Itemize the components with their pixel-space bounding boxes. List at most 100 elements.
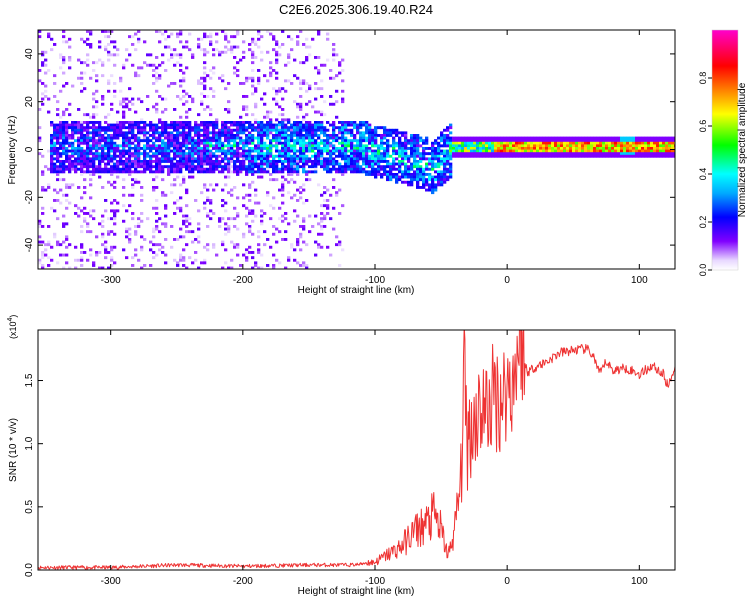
heatmap-cell — [491, 136, 495, 140]
heatmap-cell — [137, 217, 141, 221]
heatmap-cell — [107, 230, 111, 234]
heatmap-cell — [203, 108, 207, 111]
heatmap-cell — [308, 139, 312, 143]
heatmap-cell — [173, 183, 177, 187]
heatmap-cell — [74, 123, 78, 127]
heatmap-cell — [251, 50, 255, 54]
heatmap-cell — [281, 144, 285, 148]
heatmap-cell — [671, 141, 675, 145]
heatmap-cell — [248, 123, 252, 127]
heatmap-cell — [272, 69, 276, 72]
heatmap-cell — [89, 76, 93, 80]
heatmap-cell — [350, 167, 354, 171]
heatmap-cell — [332, 126, 336, 130]
heatmap-cell — [305, 121, 309, 124]
heatmap-cell — [605, 136, 609, 140]
heatmap-cell — [416, 149, 420, 153]
heatmap-cell — [65, 193, 69, 197]
heatmap-cell — [521, 149, 525, 153]
heatmap-cell — [113, 186, 117, 189]
heatmap-cell — [56, 108, 60, 111]
heatmap-cell — [182, 258, 186, 262]
heatmap-cell — [101, 160, 105, 163]
heatmap-cell — [347, 131, 351, 135]
heatmap-cell — [161, 149, 165, 153]
heatmap-cell — [101, 219, 105, 223]
heatmap-cell — [359, 136, 363, 140]
heatmap-cell — [380, 167, 384, 171]
heatmap-cell — [269, 74, 273, 78]
heatmap-cell — [260, 162, 264, 166]
heatmap-cell — [200, 92, 204, 96]
heatmap-cell — [203, 152, 207, 156]
heatmap-cell — [89, 157, 93, 161]
heatmap-cell — [503, 147, 507, 150]
colorbar-tick-label: 0.4 — [698, 168, 708, 181]
heatmap-cell — [62, 149, 66, 153]
heatmap-cell — [287, 152, 291, 156]
heatmap-cell — [209, 144, 213, 148]
heatmap-cell — [506, 136, 510, 140]
heatmap-cell — [257, 139, 261, 143]
heatmap-cell — [119, 100, 123, 104]
heatmap-cell — [275, 50, 279, 54]
heatmap-cell — [98, 139, 102, 143]
heatmap-cell — [68, 167, 72, 171]
heatmap-cell — [179, 53, 183, 57]
heatmap-cell — [95, 251, 99, 254]
heatmap-cell — [98, 131, 102, 135]
heatmap-cell — [332, 206, 336, 210]
heatmap-cell — [236, 141, 240, 145]
heatmap-cell — [179, 235, 183, 239]
heatmap-cell — [170, 191, 174, 195]
heatmap-cell — [164, 121, 168, 124]
heatmap-cell — [263, 212, 267, 215]
heatmap-cell — [194, 167, 198, 171]
heatmap-cell — [296, 170, 300, 174]
heatmap-cell — [161, 123, 165, 127]
heatmap-cell — [74, 121, 78, 124]
heatmap-cell — [197, 209, 201, 213]
heatmap-cell — [533, 149, 537, 153]
heatmap-cell — [257, 251, 261, 254]
heatmap-cell — [128, 149, 132, 153]
heatmap-cell — [107, 58, 111, 62]
heatmap-cell — [149, 121, 153, 124]
heatmap-cell — [236, 245, 240, 249]
heatmap-cell — [425, 139, 429, 143]
heatmap-cell — [71, 134, 75, 137]
heatmap-cell — [614, 152, 618, 156]
heatmap-cell — [182, 248, 186, 252]
heatmap-cell — [599, 141, 603, 145]
heatmap-cell — [197, 123, 201, 127]
heatmap-cell — [233, 128, 237, 132]
heatmap-cell — [614, 144, 618, 148]
heatmap-cell — [83, 212, 87, 215]
heatmap-cell — [488, 136, 492, 140]
heatmap-cell — [221, 134, 225, 137]
heatmap-cell — [497, 139, 501, 143]
heatmap-cell — [638, 141, 642, 145]
heatmap-cell — [293, 149, 297, 153]
heatmap-cell — [359, 154, 363, 158]
heatmap-cell — [659, 149, 663, 153]
heatmap-cell — [116, 110, 120, 114]
heatmap-cell — [113, 53, 117, 57]
heatmap-cell — [224, 37, 228, 41]
heatmap-cell — [65, 235, 69, 239]
heatmap-cell — [650, 147, 654, 150]
heatmap-cell — [446, 157, 450, 161]
heatmap-cell — [227, 230, 231, 234]
heatmap-cell — [410, 180, 414, 184]
heatmap-cell — [233, 243, 237, 247]
heatmap-cell — [641, 141, 645, 145]
heatmap-cell — [317, 136, 321, 140]
heatmap-cell — [125, 131, 129, 135]
heatmap-cell — [323, 147, 327, 150]
colorbar: 0.00.20.40.60.8 Normalized spectral ampl… — [698, 29, 748, 276]
heatmap-cell — [74, 165, 78, 169]
heatmap-cell — [158, 243, 162, 247]
heatmap-cell — [302, 188, 306, 192]
heatmap-cell — [80, 128, 84, 132]
heatmap-cell — [68, 170, 72, 174]
